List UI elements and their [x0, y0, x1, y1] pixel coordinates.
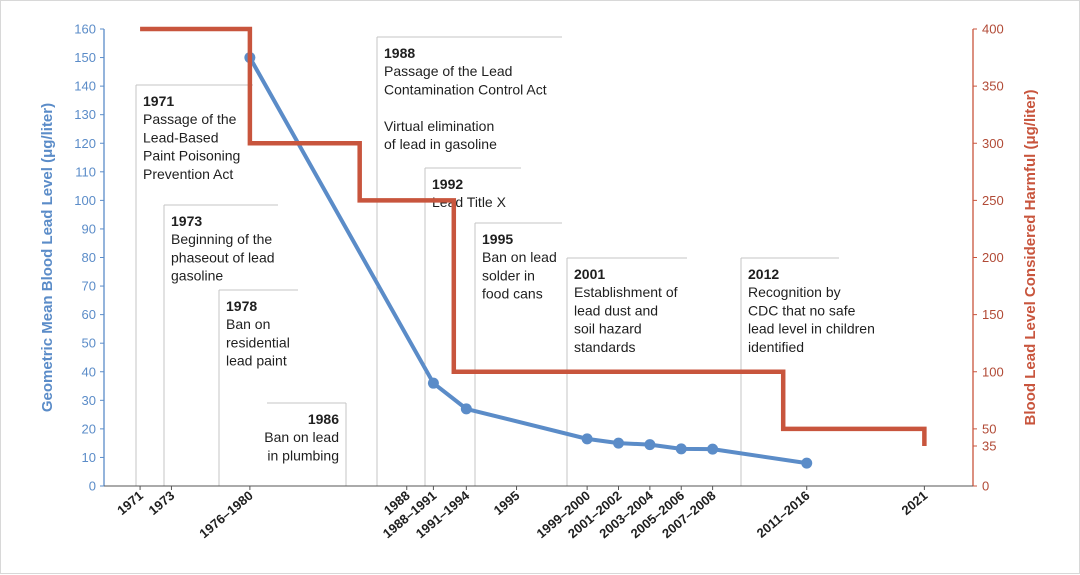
- left-axis-tick-label: 70: [82, 279, 96, 294]
- annotation-text-line: Ban on lead: [482, 249, 557, 265]
- annotation-callout-2012: 2012 Recognition by CDC that no safe lead l…: [740, 257, 875, 486]
- annotation-text-line: solder in: [482, 267, 535, 283]
- left-axis-tick-label: 120: [74, 136, 96, 151]
- annotation-text-line: gasoline: [171, 268, 223, 284]
- annotation-text-line: residential: [226, 334, 290, 350]
- annotation-text-line: food cans: [482, 286, 543, 302]
- blood-lead-level-point: [427, 377, 439, 389]
- left-axis-tick-label: 50: [82, 336, 96, 351]
- annotation-year: 2001: [574, 266, 605, 282]
- annotation-text-line: Prevention Act: [143, 166, 233, 182]
- annotation-text-line: identified: [748, 339, 804, 355]
- annotation-callout-1973: 1973 Beginning of the phaseout of lead gaso…: [163, 204, 278, 486]
- annotation-text-line: standards: [574, 339, 635, 355]
- harmful-threshold-step-line: [140, 26, 927, 447]
- annotation-callout-1986: 1986 Ban on lead in plumbing: [264, 402, 347, 486]
- annotation-text-line: in plumbing: [267, 447, 339, 463]
- annotation-text-line: Virtual elimination: [384, 118, 494, 134]
- annotation-text-line: lead level in children: [748, 321, 875, 337]
- x-axis-tick-label: 1973: [146, 488, 178, 518]
- x-axis-tick-label: 1995: [491, 488, 523, 518]
- annotation-year: 1978: [226, 298, 257, 314]
- annotation-text-line: soil hazard: [574, 321, 642, 337]
- x-axis-tick-label: 2011–2016: [754, 488, 813, 541]
- blood-lead-level-point: [644, 439, 656, 451]
- blood-lead-level-point: [581, 433, 593, 445]
- right-axis-tick-label: 0: [982, 479, 989, 494]
- right-axis-tick-label: 350: [982, 79, 1004, 94]
- left-axis-tick-label: 160: [74, 22, 96, 37]
- annotation-text-line: Establishment of: [574, 284, 678, 300]
- right-axis-label: Blood Lead Level Considered Harmful (μg/…: [1022, 90, 1039, 426]
- annotation-callout-1988: 1988 Passage of the Lead Contamination Con…: [376, 36, 562, 486]
- right-axis-tick-label: 35: [982, 439, 996, 454]
- annotation-text-line: Passage of the Lead: [384, 63, 512, 79]
- annotation-text-line: lead paint: [226, 353, 287, 369]
- left-axis-tick-label: 100: [74, 193, 96, 208]
- annotation-text-line: Passage of the: [143, 111, 237, 127]
- right-axis-tick-label: 200: [982, 250, 1004, 265]
- left-axis-tick-label: 140: [74, 79, 96, 94]
- left-axis-tick-label: 40: [82, 364, 96, 379]
- annotation-callout-1995: 1995 Ban on lead solder in food cans: [474, 222, 562, 486]
- right-axis-tick-label: 50: [982, 421, 996, 436]
- annotation-callout-1971: 1971 Passage of the Lead-Based Paint Poison…: [135, 84, 253, 486]
- left-axis-label: Geometric Mean Blood Lead Level (μg/lite…: [39, 103, 56, 412]
- left-axis-tick-label: 80: [82, 250, 96, 265]
- annotation-year: 1995: [482, 231, 513, 247]
- right-axis-tick-label: 250: [982, 193, 1004, 208]
- left-axis-tick-label: 60: [82, 307, 96, 322]
- left-axis-tick-label: 0: [89, 479, 96, 494]
- annotation-callout-2001: 2001 Establishment of lead dust and soil ha…: [566, 257, 687, 486]
- blood-lead-level-point: [612, 437, 624, 449]
- blood-lead-level-point: [707, 443, 719, 455]
- x-axis-tick-label: 1971: [114, 488, 146, 518]
- left-axis-tick-label: 150: [74, 50, 96, 65]
- series-layer: [140, 26, 927, 469]
- annotation-text-line: Lead-Based: [143, 129, 219, 145]
- annotation-year: 1973: [171, 213, 202, 229]
- annotation-year: 2012: [748, 266, 779, 282]
- left-axis-tick-label: 30: [82, 393, 96, 408]
- annotation-year: 1971: [143, 93, 174, 109]
- annotation-text-line: Beginning of the: [171, 231, 272, 247]
- left-axis-tick-label: 90: [82, 221, 96, 236]
- annotation-callout-1978: 1978 Ban on residential lead paint: [218, 289, 298, 486]
- annotation-text-line: Recognition by: [748, 284, 841, 300]
- x-axis-tick-label: 2021: [899, 488, 931, 518]
- annotation-text-line: CDC that no safe: [748, 302, 856, 318]
- annotation-text-line: Paint Poisoning: [143, 148, 240, 164]
- annotation-text-line: phaseout of lead: [171, 249, 275, 265]
- annotation-text-line: of lead in gasoline: [384, 136, 497, 152]
- annotation-text-line: Ban on: [226, 316, 270, 332]
- blood-lead-level-point: [801, 457, 813, 469]
- annotation-text-line: lead dust and: [574, 302, 658, 318]
- left-axis-tick-label: 110: [75, 164, 96, 179]
- annotation-year: 1992: [432, 176, 463, 192]
- annotation-layer: 1971 Passage of the Lead-Based Paint Poison…: [135, 36, 875, 486]
- right-axis-tick-label: 100: [982, 364, 1004, 379]
- left-axis-tick-label: 20: [82, 421, 96, 436]
- x-axis-tick-label: 1976–1980: [196, 488, 255, 541]
- annotation-year: 1986: [308, 411, 339, 427]
- blood-lead-level-point: [460, 403, 472, 415]
- right-axis-tick-label: 300: [982, 136, 1004, 151]
- right-axis-tick-label: 400: [982, 22, 1004, 37]
- right-axis-tick-label: 150: [982, 307, 1004, 322]
- annotation-text-line: Contamination Control Act: [384, 81, 547, 97]
- left-axis-tick-label: 10: [82, 450, 96, 465]
- annotation-text-line: Ban on lead: [264, 429, 339, 445]
- left-axis-tick-label: 130: [74, 107, 96, 122]
- blood-lead-level-point: [675, 443, 687, 455]
- annotation-year: 1988: [384, 45, 415, 61]
